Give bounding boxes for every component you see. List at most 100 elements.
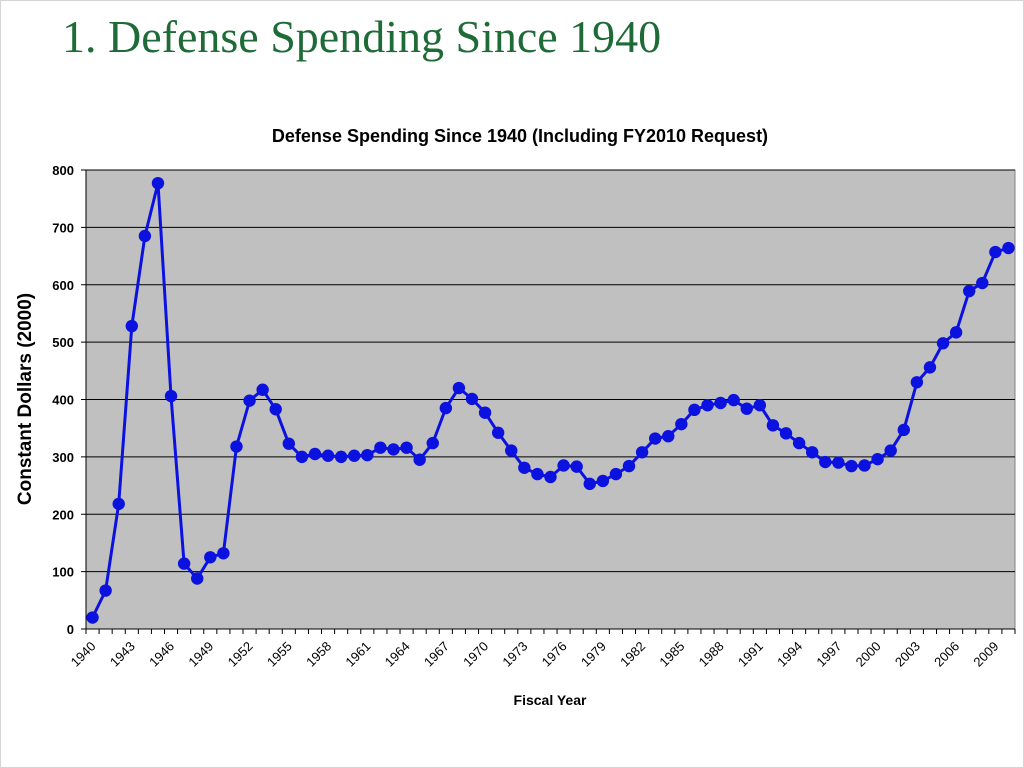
data-point	[374, 441, 387, 454]
data-point	[99, 584, 112, 597]
data-point	[622, 459, 636, 473]
data-point	[86, 611, 99, 624]
y-axis-label: Constant Dollars (2000)	[15, 293, 36, 505]
data-point	[491, 426, 505, 439]
data-point	[426, 436, 439, 450]
data-point	[518, 461, 531, 474]
data-point	[282, 437, 296, 450]
x-tick-label: 1943	[107, 639, 138, 670]
y-tick-label: 300	[52, 450, 74, 465]
data-point	[439, 401, 453, 415]
x-tick-label: 1988	[696, 639, 727, 670]
data-point	[452, 381, 466, 395]
data-point	[792, 436, 806, 450]
y-tick-label: 800	[52, 163, 74, 178]
y-tick-label: 100	[52, 565, 74, 580]
gridlines	[86, 169, 1015, 573]
x-tick-label: 1991	[735, 639, 766, 670]
data-point	[125, 319, 138, 333]
data-point	[191, 572, 204, 585]
data-point	[727, 393, 740, 407]
data-point	[112, 497, 125, 511]
data-point	[662, 430, 675, 443]
data-point	[138, 229, 152, 243]
x-tick-label: 1970	[460, 639, 491, 670]
x-tick-label: 1949	[185, 639, 216, 670]
x-tick-label: 1979	[578, 639, 609, 670]
data-point	[531, 467, 544, 481]
data-point	[361, 448, 374, 462]
x-tick-label: 1985	[656, 639, 687, 670]
data-point	[779, 427, 793, 440]
data-point	[858, 459, 871, 472]
x-tick-label: 1955	[264, 639, 295, 670]
y-tick-label: 400	[52, 393, 74, 408]
data-point	[583, 477, 596, 491]
x-tick-label: 1973	[499, 639, 530, 670]
data-point	[805, 446, 819, 459]
data-point	[478, 406, 492, 419]
x-tick-label: 1967	[421, 639, 452, 670]
data-point	[151, 176, 165, 190]
data-point	[897, 423, 910, 437]
data-point	[596, 474, 610, 488]
x-axis-label: Fiscal Year	[514, 692, 587, 708]
y-tick-label: 200	[52, 507, 74, 522]
data-point	[217, 547, 230, 560]
x-axis: 1940 1943 1946 1949 1952 1955 1958 1961 1964 1967…	[68, 628, 1016, 670]
data-point	[884, 444, 897, 457]
data-point	[609, 467, 623, 481]
x-tick-label: 2009	[970, 639, 1001, 670]
data-point	[308, 447, 322, 461]
x-tick-label: 1976	[539, 639, 570, 670]
data-point	[334, 450, 348, 464]
data-point	[701, 399, 714, 412]
data-point	[963, 284, 976, 298]
y-tick-label: 700	[52, 220, 74, 235]
x-tick-label: 1940	[68, 639, 99, 670]
x-tick-label: 1994	[774, 639, 805, 670]
data-point	[753, 399, 767, 412]
data-point	[505, 444, 518, 457]
data-point	[923, 361, 937, 374]
y-tick-label: 500	[52, 335, 74, 350]
data-point	[832, 456, 845, 469]
data-point	[910, 376, 924, 389]
data-point	[164, 389, 178, 403]
y-tick-label: 0	[67, 622, 74, 637]
data-point	[177, 557, 191, 570]
data-point	[688, 403, 701, 417]
data-point	[465, 392, 479, 406]
x-tick-label: 1964	[382, 639, 413, 670]
x-tick-label: 1946	[146, 639, 177, 670]
data-point	[1002, 241, 1015, 255]
data-point	[400, 441, 413, 454]
y-axis: 0 100 200 300 400 500 600 700 800	[52, 163, 87, 637]
data-point	[819, 455, 832, 469]
data-point	[544, 470, 557, 484]
data-point	[557, 459, 570, 472]
data-point	[321, 449, 335, 462]
chart-title: Defense Spending Since 1940 (Including F…	[272, 126, 768, 146]
data-point	[387, 443, 400, 456]
x-tick-label: 1997	[813, 639, 844, 670]
data-point	[570, 460, 583, 473]
data-point	[714, 396, 727, 410]
data-point	[740, 402, 753, 415]
data-point	[413, 453, 426, 466]
data-point	[204, 551, 217, 564]
data-points	[86, 176, 1015, 624]
data-point	[871, 452, 884, 466]
data-point	[766, 419, 780, 432]
x-tick-label: 1952	[225, 639, 256, 670]
data-point	[648, 432, 662, 445]
data-point	[295, 450, 309, 464]
data-point	[635, 446, 649, 459]
data-point	[976, 276, 989, 290]
data-point	[989, 245, 1002, 259]
x-tick-label: 2003	[892, 639, 923, 670]
data-point	[348, 449, 361, 462]
data-point	[936, 337, 950, 350]
x-tick-label: 2000	[853, 639, 884, 670]
